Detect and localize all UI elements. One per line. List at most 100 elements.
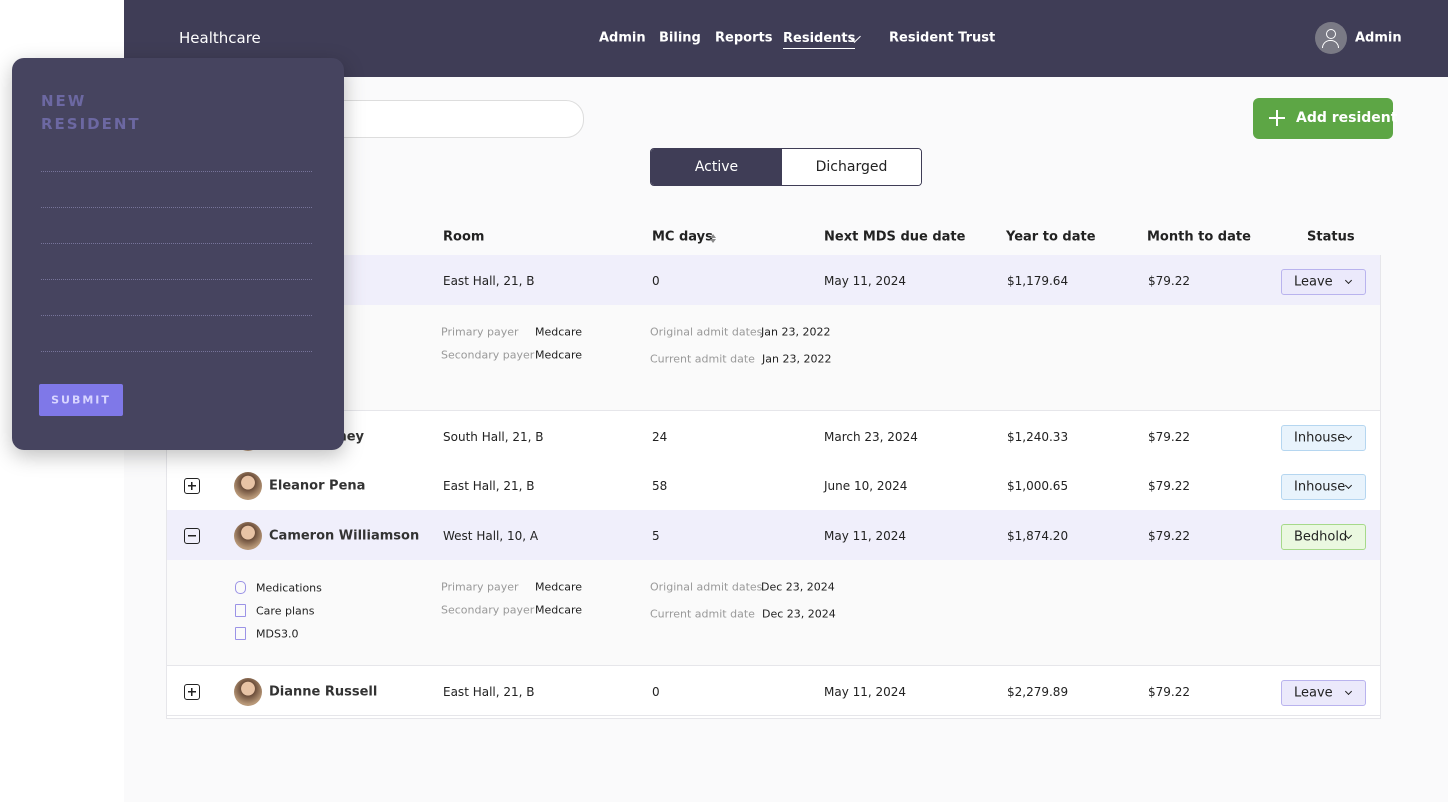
- status-chevron: [1344, 481, 1353, 490]
- detail-link[interactable]: Care plans: [256, 604, 315, 618]
- next-mds: June 10, 2024: [824, 479, 908, 493]
- ytd: $1,000.65: [1007, 479, 1069, 493]
- status-label[interactable]: Bedhold: [1294, 529, 1348, 545]
- add-button[interactable]: Add resident: [1253, 98, 1397, 139]
- link-icon: [235, 581, 246, 594]
- nav-item[interactable]: Biling: [659, 30, 701, 46]
- payer-value: Medcare: [535, 348, 583, 362]
- mtd: $79.22: [1148, 274, 1190, 288]
- submit-button[interactable]: SUBMIT: [39, 384, 123, 416]
- link-icon: [235, 627, 246, 640]
- resident-name[interactable]: Dianne Russell: [269, 684, 378, 699]
- admit-value: Jan 23, 2022: [762, 352, 832, 366]
- form-field[interactable]: [41, 315, 312, 316]
- admit-label: Current admit date: [650, 607, 755, 621]
- mtd: $79.22: [1148, 529, 1190, 543]
- detail-link[interactable]: Medications: [256, 581, 322, 595]
- nav-item[interactable]: Reports: [715, 30, 773, 46]
- mtd: $79.22: [1148, 479, 1190, 493]
- panel-title: NEW RESIDENT: [41, 92, 141, 133]
- payer-value: Medcare: [535, 603, 583, 617]
- form-field[interactable]: [41, 243, 312, 244]
- resident-name[interactable]: ney: [337, 429, 364, 444]
- column-header: Status: [1307, 229, 1355, 245]
- tab[interactable]: Dicharged: [782, 149, 921, 185]
- collapse-toggle[interactable]: [184, 528, 200, 544]
- status-dropdown[interactable]: Inhouse: [1281, 424, 1366, 451]
- form-field[interactable]: [41, 279, 312, 280]
- status-dropdown[interactable]: Inhouse: [1281, 474, 1366, 500]
- next-mds: May 11, 2024: [824, 274, 907, 288]
- room: East Hall, 21, B: [443, 479, 535, 493]
- status-dropdown[interactable]: Leave: [1281, 679, 1366, 706]
- next-mds: March 23, 2024: [824, 429, 918, 444]
- ytd: $1,874.20: [1007, 529, 1069, 543]
- status-dropdown[interactable]: Leave: [1281, 269, 1366, 295]
- resident-name[interactable]: Eleanor Pena: [269, 478, 366, 494]
- form-field[interactable]: [41, 171, 312, 172]
- admit-value: Dec 23, 2024: [762, 607, 836, 621]
- admit-label: Original admit dates: [650, 580, 763, 594]
- top-nav: [124, 0, 1448, 77]
- status-label[interactable]: Leave: [1294, 274, 1333, 290]
- form-field[interactable]: [41, 207, 312, 208]
- next-mds: May 11, 2024: [824, 684, 907, 699]
- nav-item[interactable]: Admin: [599, 30, 646, 46]
- form-field[interactable]: [41, 351, 312, 352]
- add-label[interactable]: Add resident: [1296, 110, 1398, 126]
- user-name[interactable]: Admin: [1355, 30, 1402, 46]
- new-resident-panel: NEW RESIDENT SUBMIT: [12, 58, 344, 450]
- column-header: Room: [443, 229, 485, 245]
- sort-down: [710, 239, 716, 246]
- mc-days: 5: [652, 529, 660, 543]
- payer-label: Secondary payer: [441, 603, 535, 617]
- payer-label: Secondary payer: [441, 348, 535, 362]
- admit-label: Original admit dates: [650, 325, 763, 339]
- status-label[interactable]: Leave: [1294, 685, 1333, 700]
- room: East Hall, 21, B: [443, 684, 535, 699]
- nav-item[interactable]: Residents: [783, 31, 856, 49]
- status-dropdown[interactable]: Bedhold: [1281, 524, 1366, 550]
- status-chevron: [1344, 687, 1353, 695]
- ytd: $2,279.89: [1007, 684, 1069, 699]
- payer-value: Medcare: [535, 325, 583, 339]
- mc-days: 58: [652, 479, 668, 493]
- expand-toggle[interactable]: [184, 478, 200, 494]
- resident-name[interactable]: Cameron Williamson: [269, 528, 420, 544]
- admit-value: Dec 23, 2024: [761, 580, 835, 594]
- sort-up: [710, 231, 716, 238]
- table-row: [167, 255, 1380, 306]
- plus-icon: [1269, 110, 1285, 126]
- status-label[interactable]: Inhouse: [1294, 430, 1346, 445]
- detail-link[interactable]: MDS3.0: [256, 627, 299, 641]
- mc-days: 24: [652, 429, 668, 444]
- avatar: [234, 522, 262, 550]
- column-header: Next MDS due date: [824, 229, 966, 245]
- submit-label[interactable]: SUBMIT: [51, 393, 111, 407]
- user-icon-head: [1326, 29, 1336, 39]
- payer-label: Primary payer: [441, 580, 519, 594]
- mc-days: 0: [652, 274, 660, 288]
- tab-label[interactable]: Dicharged: [815, 159, 888, 175]
- user-icon-body: [1322, 40, 1339, 48]
- status-label[interactable]: Inhouse: [1294, 479, 1346, 495]
- admit-value: Jan 23, 2022: [761, 325, 831, 339]
- avatar: [234, 472, 262, 500]
- room: East Hall, 21, B: [443, 274, 535, 288]
- link-icon: [235, 604, 246, 617]
- tab[interactable]: Active: [651, 149, 782, 185]
- brand: Healthcare: [179, 29, 261, 47]
- status-chevron: [1344, 276, 1353, 285]
- room: South Hall, 21, B: [443, 429, 544, 444]
- tab-label[interactable]: Active: [694, 159, 739, 175]
- table-row: [167, 666, 1380, 716]
- avatar: [234, 677, 262, 706]
- admit-label: Current admit date: [650, 352, 755, 366]
- nav-item[interactable]: Resident Trust: [889, 30, 996, 46]
- mtd: $79.22: [1148, 429, 1190, 444]
- column-header[interactable]: MC days: [652, 229, 713, 245]
- details-panel: [167, 560, 1380, 666]
- expand-toggle[interactable]: [184, 683, 200, 700]
- room: West Hall, 10, A: [443, 529, 539, 543]
- status-chevron: [1344, 432, 1353, 440]
